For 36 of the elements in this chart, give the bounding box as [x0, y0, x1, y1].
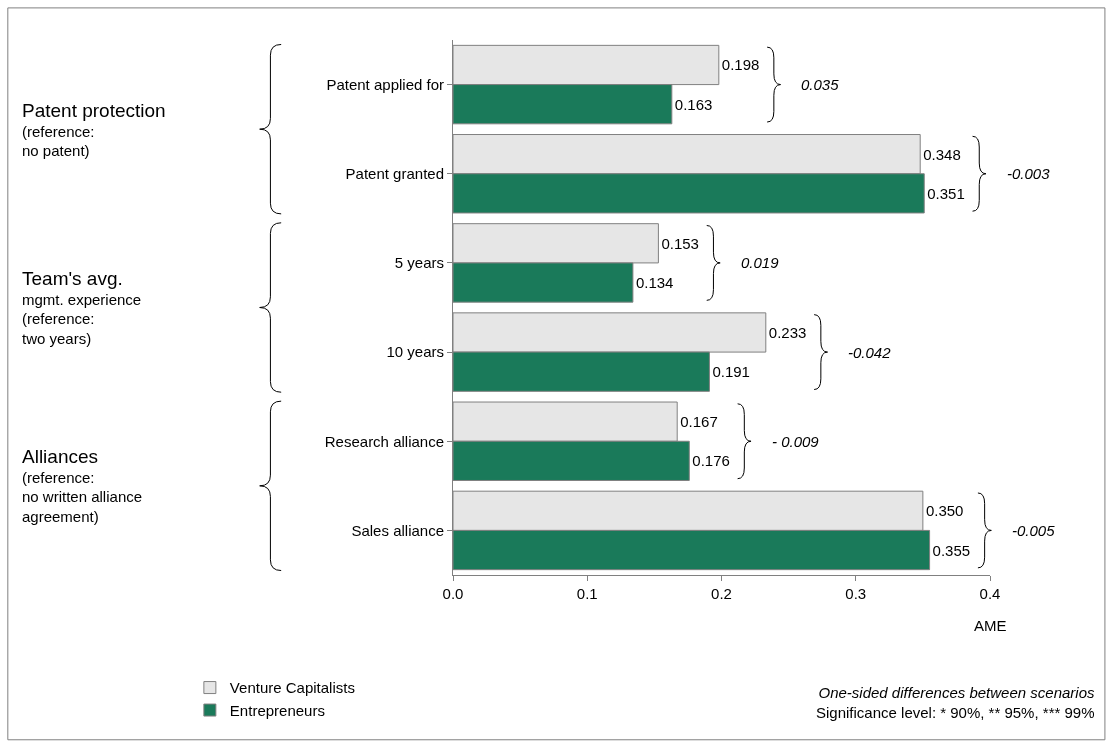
- y-tick-label: Sales alliance: [351, 521, 444, 539]
- text: One-sided differences between scenarios Significance level: * 90%, ** 95%, *** 99%: [816, 684, 1095, 721]
- y-tick-label: Patent applied for: [326, 75, 444, 93]
- data-label: 0.351: [927, 184, 965, 202]
- legend-label: Venture Capitalists: [229, 679, 355, 697]
- data-label: 0.355: [932, 541, 971, 559]
- y-tick-label: 5 years: [394, 254, 444, 272]
- x-tick-label: 0.4: [979, 585, 1001, 602]
- text: -0.005: [1012, 522, 1056, 539]
- data-label: 0.134: [635, 274, 674, 292]
- y-tick-label: Research alliance: [324, 432, 444, 450]
- data-label: 0.348: [923, 145, 961, 163]
- text: Alliances (reference: no written alliance agreement): [22, 446, 143, 525]
- text: -0.003: [1007, 165, 1051, 182]
- data-label: 0.153: [661, 234, 699, 252]
- y-tick-label: 10 years: [386, 343, 444, 361]
- data-label: 0.176: [692, 452, 730, 470]
- data-label: 0.163: [674, 95, 713, 113]
- x-tick-label: 0.0: [442, 585, 464, 602]
- data-label: 0.198: [721, 56, 760, 74]
- x-axis-title: AME: [974, 617, 1007, 634]
- annotation: - 0.009: [772, 433, 820, 450]
- text: Team's avg. mgmt. experience (reference: two years): [22, 268, 142, 347]
- data-label: 0.191: [712, 363, 750, 381]
- x-tick-label: 0.3: [845, 585, 867, 602]
- x-tick-label: 0.1: [576, 585, 598, 602]
- data-label: 0.233: [768, 323, 807, 341]
- y-tick-label: Patent granted: [345, 165, 444, 182]
- x-tick-label: 0.2: [711, 585, 732, 602]
- annotation: 0.019: [741, 254, 780, 271]
- text: Patent protection (reference: no patent): [22, 100, 166, 159]
- annotation: 0.035: [801, 76, 840, 93]
- data-label: 0.350: [925, 502, 964, 520]
- annotation: -0.042: [848, 344, 892, 361]
- data-label: 0.167: [680, 413, 718, 431]
- legend-label: Entrepreneurs: [229, 701, 325, 719]
